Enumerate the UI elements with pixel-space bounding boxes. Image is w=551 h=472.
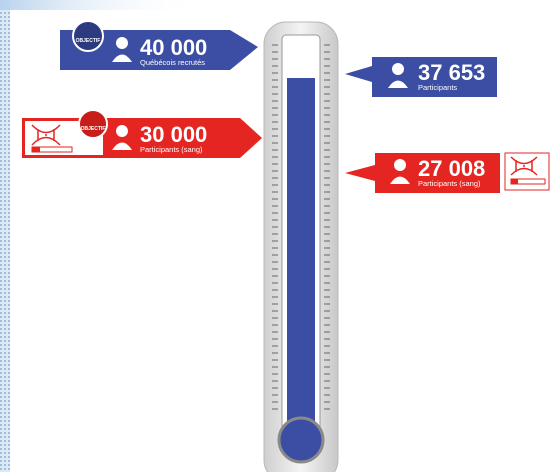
callout-goal-blood: OBJECTIF 30 000 Participants (sang) bbox=[22, 109, 262, 158]
value: 27 008 bbox=[418, 156, 485, 181]
callout-box bbox=[345, 57, 497, 97]
dna-icon bbox=[510, 156, 538, 176]
person-icon bbox=[392, 63, 404, 75]
badge-label: OBJECTIF bbox=[76, 38, 101, 44]
person-icon bbox=[116, 125, 128, 137]
value: 30 000 bbox=[140, 122, 207, 147]
caption: Participants bbox=[418, 83, 457, 92]
person-icon bbox=[116, 37, 128, 49]
callout-box bbox=[60, 30, 258, 70]
person-icon bbox=[394, 159, 406, 171]
callout-current-blood: 27 008 Participants (sang) bbox=[345, 152, 550, 193]
ticks bbox=[272, 44, 330, 410]
person-icon bbox=[112, 54, 132, 62]
callout-goal-total: OBJECTIF 40 000 Québécois recrutés bbox=[60, 20, 258, 70]
person-icon bbox=[112, 142, 132, 150]
callout-box bbox=[345, 153, 500, 193]
top-pattern bbox=[0, 0, 200, 10]
badge-label: OBJECTIF bbox=[81, 126, 106, 132]
left-pattern bbox=[0, 0, 10, 472]
caption: Québécois recrutés bbox=[140, 58, 205, 67]
dna-icon bbox=[31, 124, 61, 146]
thermometer bbox=[263, 21, 339, 472]
callout-current-total: 37 653 Participants bbox=[345, 57, 497, 97]
badge bbox=[78, 109, 108, 139]
progress-icon bbox=[32, 147, 40, 152]
person-icon bbox=[388, 80, 408, 88]
fill bbox=[287, 78, 315, 438]
value: 37 653 bbox=[418, 60, 485, 85]
value: 40 000 bbox=[140, 35, 207, 60]
caption: Participants (sang) bbox=[418, 179, 481, 188]
caption: Participants (sang) bbox=[140, 145, 203, 154]
person-icon bbox=[390, 176, 410, 184]
bulb bbox=[277, 416, 325, 464]
progress-icon bbox=[511, 179, 518, 184]
badge bbox=[72, 20, 104, 52]
